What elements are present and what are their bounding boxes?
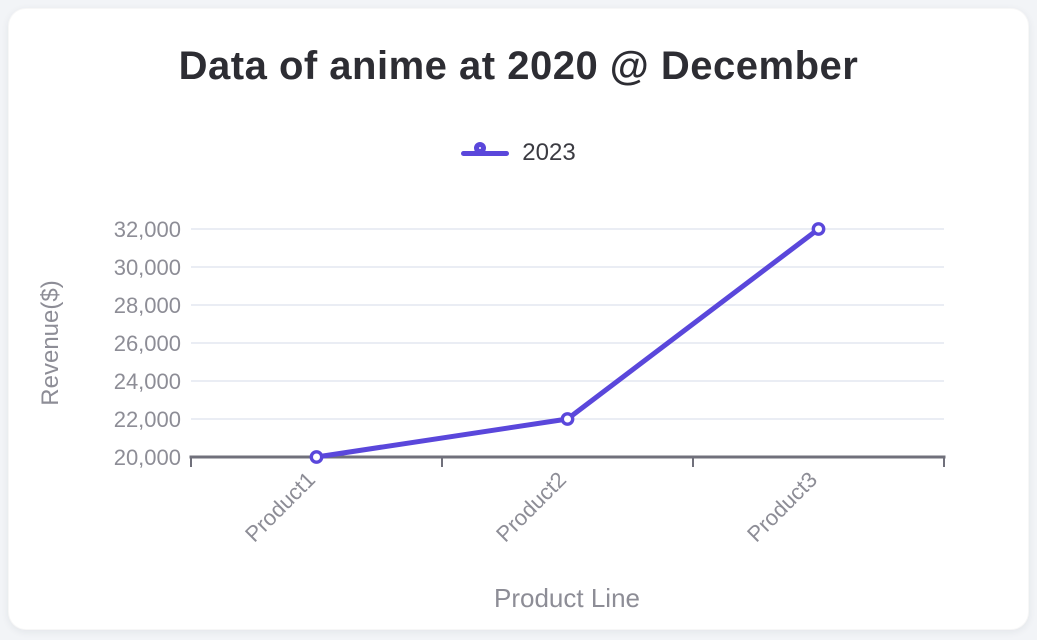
series-2023 bbox=[309, 222, 826, 464]
y-axis-title: Revenue($) bbox=[37, 280, 64, 405]
y-tick-label: 30,000 bbox=[114, 255, 181, 280]
gridlines bbox=[191, 228, 944, 420]
y-tick-label: 32,000 bbox=[114, 217, 181, 242]
y-tick-label: 20,000 bbox=[114, 445, 181, 470]
series-line-marker-icon bbox=[461, 142, 510, 164]
x-axis bbox=[189, 455, 946, 467]
legend-item-2023[interactable]: 2023 bbox=[461, 139, 576, 167]
chart-title: Data of anime at 2020 @ December bbox=[178, 44, 859, 88]
x-axis-title: Product Line bbox=[494, 583, 640, 613]
x-tick-labels: Product1 Product2 Product3 bbox=[240, 467, 822, 547]
legend: 2023 bbox=[9, 139, 1028, 167]
y-tick-label: 24,000 bbox=[114, 369, 181, 394]
x-tick-label: Product3 bbox=[742, 467, 822, 547]
x-tick-label: Product2 bbox=[491, 467, 571, 547]
data-point bbox=[811, 222, 826, 236]
legend-label: 2023 bbox=[522, 139, 576, 166]
y-tick-label: 28,000 bbox=[114, 293, 181, 318]
data-point bbox=[309, 450, 324, 464]
y-tick-label: 26,000 bbox=[114, 331, 181, 356]
chart-svg: 20,000 22,000 24,000 26,000 28,000 30,000 32,0… bbox=[37, 217, 946, 613]
y-tick-labels: 20,000 22,000 24,000 26,000 28,000 30,000 32,0… bbox=[114, 217, 181, 470]
data-point bbox=[560, 412, 575, 426]
x-tick-label: Product1 bbox=[240, 467, 320, 547]
chart-card: Data of anime at 2020 @ December 2023 20… bbox=[8, 8, 1029, 630]
y-tick-label: 22,000 bbox=[114, 407, 181, 432]
